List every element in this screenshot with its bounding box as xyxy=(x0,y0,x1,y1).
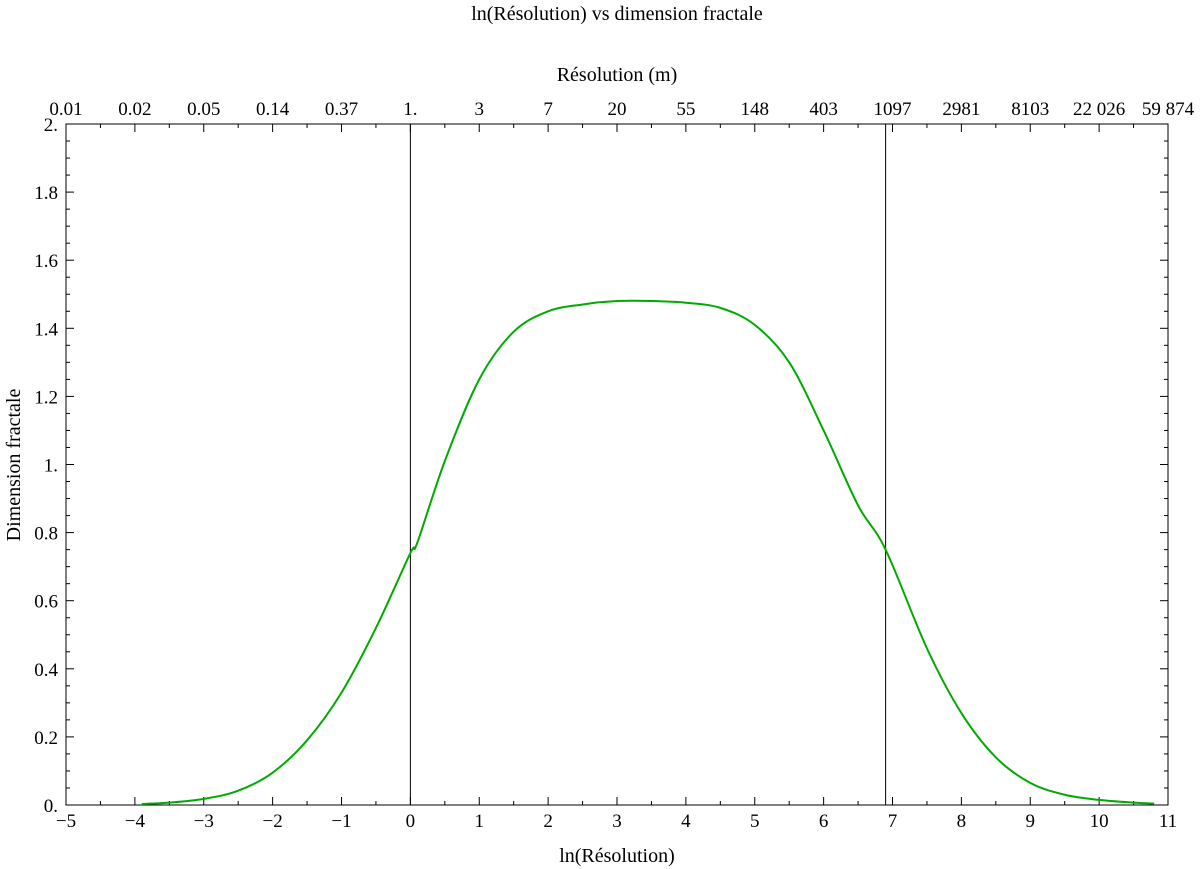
ticks-layer: −5 −4 −3 −2 −1 0 1 2 3 4 5 6 7 8 9 10 110.01 0.02 0.05 0.14… xyxy=(34,99,1194,832)
x-tick-label: 8 xyxy=(957,811,967,832)
x-tick-label: −4 xyxy=(125,811,146,832)
x2-tick-label: 1097 xyxy=(874,99,912,120)
x-tick-label: 10 xyxy=(1090,811,1109,832)
x2-tick-label: 20 xyxy=(608,99,627,120)
y-tick-label: 1.6 xyxy=(34,251,58,272)
x2-tick-label: 0.37 xyxy=(325,99,358,120)
x2-tick-label: 0.05 xyxy=(187,99,220,120)
x2-axis-label: Résolution (m) xyxy=(557,64,678,86)
y-tick-label: 1. xyxy=(44,456,58,477)
y-tick-label: 0.2 xyxy=(34,728,58,749)
x2-tick-label: 403 xyxy=(809,99,838,120)
x-tick-label: 5 xyxy=(750,811,760,832)
x2-tick-label: 8103 xyxy=(1011,99,1049,120)
x2-tick-label: 22 026 xyxy=(1073,99,1125,120)
x-tick-label: 3 xyxy=(612,811,622,832)
vertical-lines-layer xyxy=(409,124,887,805)
x2-tick-label: 59 874 xyxy=(1142,99,1195,120)
x2-tick-label: 3 xyxy=(475,99,485,120)
x-tick-label: −3 xyxy=(194,811,214,832)
y-tick-label: 2. xyxy=(44,115,58,136)
x-tick-label: 6 xyxy=(819,811,829,832)
x2-tick-label: 0.14 xyxy=(256,99,290,120)
x-tick-label: 1 xyxy=(475,811,485,832)
x-tick-label: 7 xyxy=(888,811,898,832)
series-layer xyxy=(141,299,1155,805)
x2-tick-label: 1. xyxy=(403,99,417,120)
y-tick-label: 1.4 xyxy=(34,319,58,340)
y-tick-label: 0.8 xyxy=(34,524,58,545)
x-tick-label: −5 xyxy=(56,811,76,832)
x-axis-label: ln(Résolution) xyxy=(559,845,675,867)
x-tick-label: 11 xyxy=(1159,811,1177,832)
x2-tick-label: 0.02 xyxy=(118,99,151,120)
y-axis-label: Dimension fractale xyxy=(3,389,25,542)
y-tick-label: 1.2 xyxy=(34,387,58,408)
series-line xyxy=(141,299,1155,805)
x2-tick-label: 148 xyxy=(741,99,770,120)
x-tick-label: 0 xyxy=(406,811,416,832)
y-tick-label: 1.8 xyxy=(34,183,58,204)
x2-tick-label: 2981 xyxy=(942,99,980,120)
x2-tick-label: 55 xyxy=(676,99,695,120)
x2-tick-label: 0.01 xyxy=(49,99,82,120)
y-tick-label: 0. xyxy=(44,796,58,817)
x-tick-label: 2 xyxy=(543,811,553,832)
x2-tick-label: 7 xyxy=(543,99,553,120)
plot-frame xyxy=(65,123,1169,806)
x-tick-label: −1 xyxy=(331,811,351,832)
chart-title: ln(Résolution) vs dimension fractale xyxy=(471,3,763,25)
y-tick-label: 0.4 xyxy=(34,660,58,681)
x-tick-label: −2 xyxy=(263,811,283,832)
x-tick-label: 4 xyxy=(681,811,691,832)
y-tick-label: 0.6 xyxy=(34,592,58,613)
x-tick-label: 9 xyxy=(1026,811,1036,832)
